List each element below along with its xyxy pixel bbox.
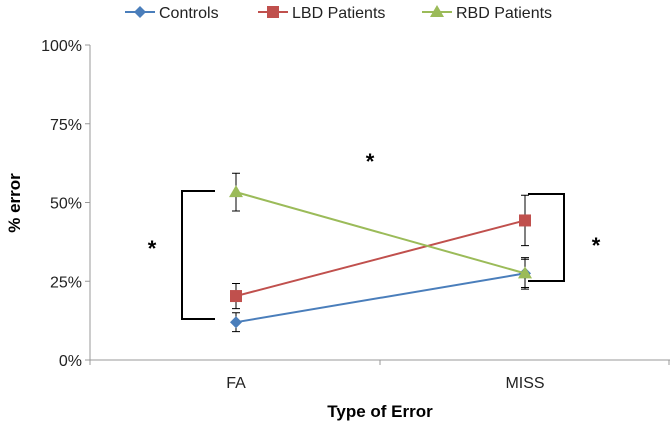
x-tick-label: MISS bbox=[505, 375, 544, 392]
data-point bbox=[230, 316, 242, 329]
series-line bbox=[235, 219, 526, 298]
y-tick-label: 25% bbox=[50, 274, 82, 291]
legend-label: Controls bbox=[159, 5, 219, 22]
y-axis: 0% 25% 50% 75% 100% bbox=[41, 38, 91, 370]
plot-area bbox=[229, 172, 532, 333]
series-controls bbox=[230, 257, 531, 333]
fa-significance-star: * bbox=[148, 236, 157, 261]
data-point bbox=[519, 214, 531, 227]
series-line bbox=[235, 272, 526, 324]
legend-marker bbox=[134, 6, 146, 18]
y-axis-label: % error bbox=[5, 173, 24, 233]
x-axis-label: Type of Error bbox=[327, 402, 433, 421]
y-tick-label: 100% bbox=[41, 38, 82, 55]
series-line bbox=[235, 191, 526, 275]
data-point bbox=[229, 185, 243, 198]
miss-significance-star: * bbox=[592, 233, 601, 258]
legend: Controls LBD Patients RBD Patients bbox=[125, 5, 552, 22]
legend-marker bbox=[430, 5, 444, 17]
x-axis: FA MISS bbox=[89, 359, 670, 392]
fa-bracket bbox=[181, 190, 215, 320]
y-tick-label: 50% bbox=[50, 196, 82, 213]
legend-label: RBD Patients bbox=[456, 5, 552, 22]
data-point bbox=[518, 266, 532, 279]
data-point bbox=[230, 290, 242, 303]
miss-bracket bbox=[528, 193, 565, 282]
legend-marker bbox=[267, 6, 279, 18]
y-tick-label: 0% bbox=[59, 353, 82, 370]
y-tick-label: 75% bbox=[50, 117, 82, 134]
legend-label: LBD Patients bbox=[292, 5, 385, 22]
x-tick-label: FA bbox=[226, 375, 246, 392]
series-lbd-patients bbox=[230, 194, 531, 310]
interaction-significance-star: * bbox=[366, 149, 375, 174]
annotations: * * * bbox=[148, 149, 601, 320]
series-rbd-patients bbox=[229, 172, 532, 289]
